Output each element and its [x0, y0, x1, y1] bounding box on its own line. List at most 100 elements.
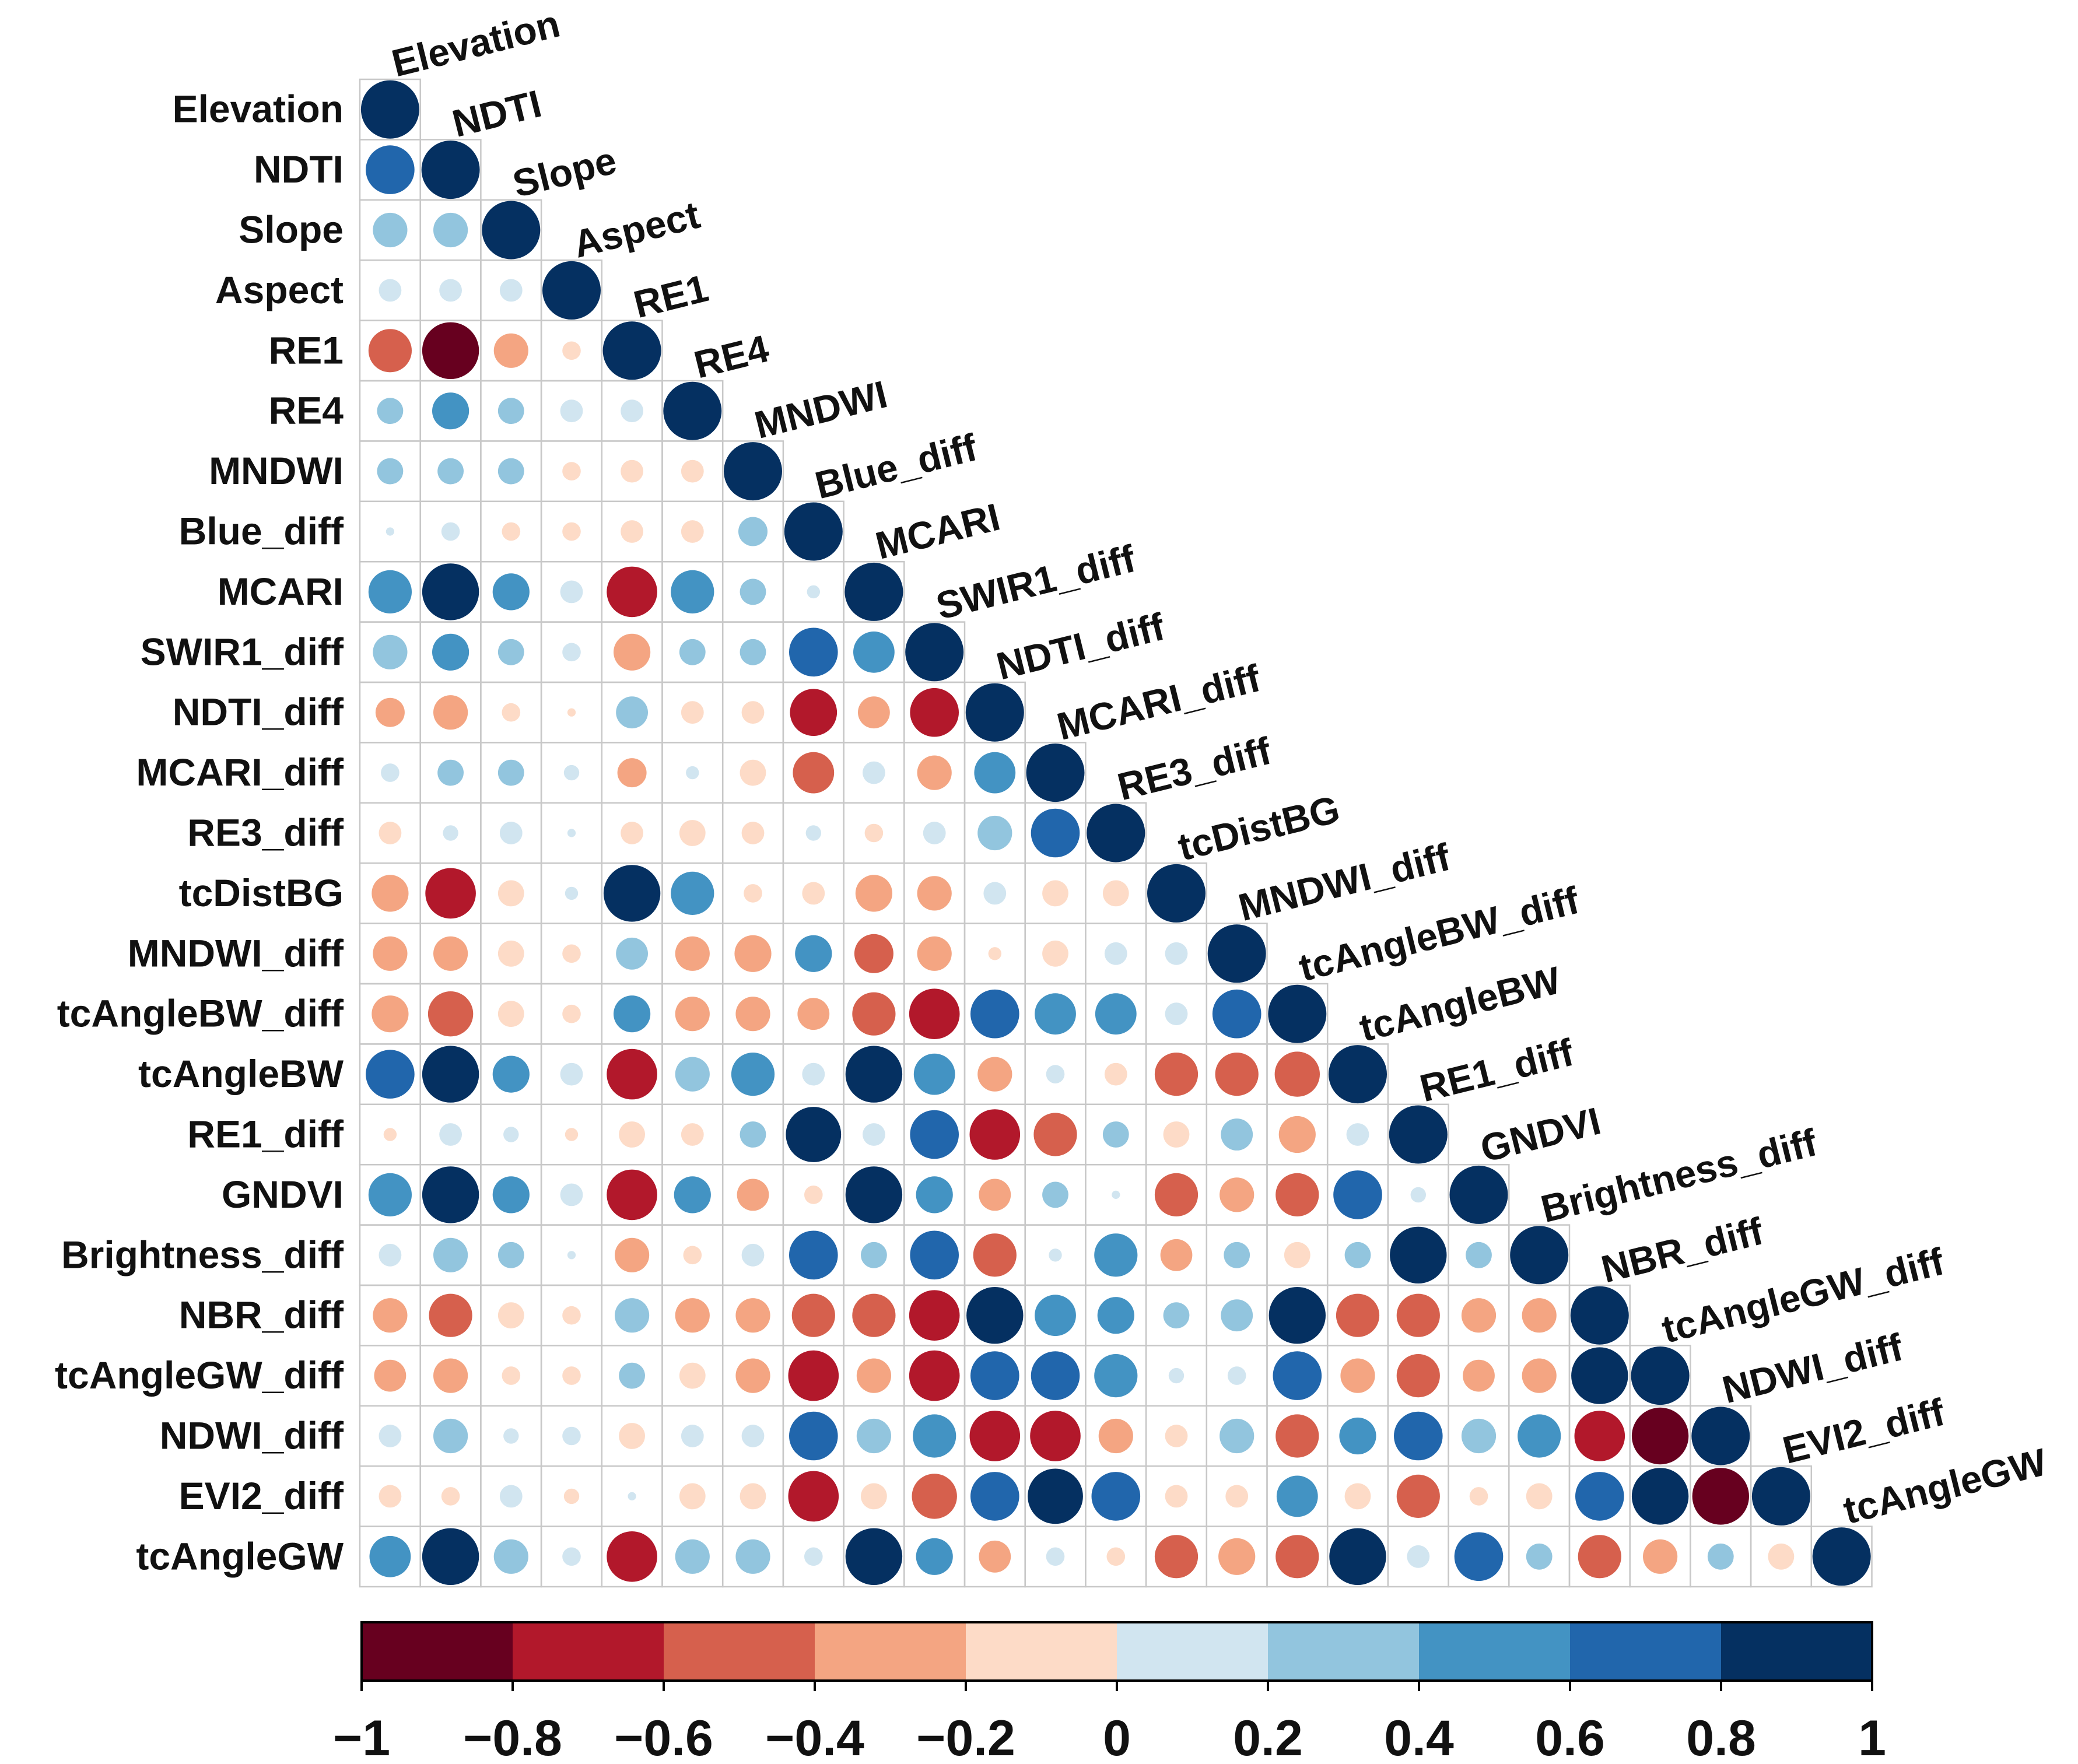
- correlation-circle: [1049, 1249, 1062, 1262]
- correlation-circle: [497, 1001, 524, 1027]
- row-label: RE3_diff: [187, 811, 344, 854]
- colorbar-segment: [1570, 1622, 1722, 1681]
- correlation-circle: [373, 936, 408, 971]
- correlation-circle: [735, 1298, 770, 1333]
- correlation-circle: [562, 1547, 581, 1566]
- correlation-circle: [1336, 1293, 1380, 1337]
- correlation-circle: [619, 1121, 645, 1148]
- correlation-circle: [909, 1350, 960, 1401]
- correlation-circle: [497, 759, 524, 786]
- correlation-circle: [973, 1233, 1017, 1277]
- row-label: tcDistBG: [179, 871, 344, 914]
- correlation-circle: [1275, 1414, 1319, 1458]
- correlation-circle: [1522, 1298, 1557, 1333]
- correlation-circle: [368, 1173, 412, 1216]
- row-label: tcAngleBW_diff: [57, 992, 344, 1035]
- correlation-circle: [863, 761, 885, 784]
- correlation-circle: [497, 398, 524, 425]
- correlation-circle: [1526, 1543, 1553, 1570]
- grid-cell: [1810, 1525, 1873, 1588]
- correlation-circle: [379, 1425, 402, 1447]
- row-label: Blue_diff: [179, 510, 344, 553]
- colorbar-tick-label: 0.4: [1384, 1710, 1454, 1764]
- correlation-circle: [567, 1251, 576, 1260]
- correlation-circle: [427, 991, 474, 1037]
- correlation-circle: [1095, 993, 1137, 1035]
- correlation-circle: [793, 752, 835, 794]
- correlation-circle: [1098, 1418, 1133, 1454]
- correlation-circle: [741, 1425, 765, 1447]
- correlation-circle: [686, 766, 699, 780]
- correlation-circle: [433, 1358, 468, 1393]
- correlation-circle: [366, 1050, 415, 1099]
- correlation-circle: [1046, 1065, 1065, 1083]
- correlation-circle: [675, 1539, 710, 1574]
- correlation-circle: [791, 1293, 835, 1337]
- column-label: RE3_diff: [1113, 729, 1276, 809]
- colorbar-segment: [1268, 1622, 1420, 1681]
- correlation-circle: [1031, 1351, 1080, 1400]
- row-label: tcAngleGW: [136, 1534, 344, 1577]
- correlation-circle: [432, 392, 469, 430]
- correlation-circle: [909, 988, 960, 1039]
- correlation-circle: [1026, 744, 1085, 802]
- correlation-circle: [439, 1123, 462, 1146]
- column-label: Aspect: [569, 193, 703, 266]
- correlation-circle: [1284, 1242, 1310, 1268]
- correlation-circle: [502, 703, 521, 722]
- row-label: NDTI_diff: [173, 690, 344, 734]
- correlation-circle: [437, 759, 464, 786]
- correlation-circle: [974, 752, 1016, 794]
- correlation-circle: [679, 820, 706, 846]
- correlation-circle: [1333, 1170, 1382, 1219]
- correlation-circle: [917, 936, 952, 971]
- correlation-circle: [681, 460, 704, 483]
- correlation-circle: [432, 633, 469, 671]
- column-label: Blue_diff: [811, 425, 982, 507]
- correlation-circle: [675, 1298, 710, 1333]
- correlation-circle: [1207, 924, 1266, 983]
- correlation-circle: [607, 566, 657, 618]
- row-label: Brightness_diff: [61, 1233, 344, 1276]
- correlation-circle: [1165, 942, 1188, 965]
- correlation-circle: [1578, 1535, 1621, 1579]
- correlation-circle: [789, 627, 838, 677]
- correlation-circle: [1768, 1543, 1795, 1570]
- correlation-circle: [433, 1237, 468, 1272]
- correlation-circle: [1163, 1302, 1190, 1329]
- correlation-circle: [802, 882, 825, 905]
- correlation-circle: [675, 997, 710, 1032]
- row-label: MNDWI: [209, 449, 344, 492]
- correlation-circle: [562, 1366, 581, 1385]
- correlation-circle: [621, 822, 643, 844]
- row-label: NDTI: [254, 148, 344, 191]
- colorbar-tick-label: 0.6: [1535, 1710, 1605, 1764]
- correlation-circle: [1091, 1472, 1141, 1521]
- correlation-circle: [853, 631, 895, 673]
- correlation-circle: [1631, 1407, 1689, 1465]
- correlation-circle: [737, 1179, 769, 1211]
- correlation-circle: [916, 1538, 953, 1575]
- correlation-circle: [1751, 1467, 1810, 1525]
- correlation-circle: [560, 1062, 583, 1086]
- colorbar-tick-label: −0.2: [916, 1710, 1015, 1764]
- colorbar-segment: [664, 1622, 815, 1681]
- correlation-circle: [497, 639, 524, 665]
- correlation-circle: [923, 822, 946, 844]
- correlation-circle: [492, 1176, 530, 1214]
- correlation-circle: [439, 279, 462, 302]
- correlation-circle: [807, 585, 821, 599]
- correlation-circle: [1344, 1242, 1371, 1268]
- correlation-circle: [1340, 1358, 1375, 1393]
- correlation-circle: [1574, 1411, 1625, 1461]
- correlation-circle: [1275, 1173, 1319, 1216]
- correlation-circle: [913, 1053, 955, 1095]
- correlation-circle: [988, 947, 1002, 960]
- correlation-circle: [1329, 1528, 1386, 1585]
- correlation-circle: [788, 1350, 839, 1401]
- correlation-circle: [616, 937, 648, 970]
- correlation-circle: [912, 1474, 957, 1519]
- correlation-circle: [565, 886, 579, 900]
- correlation-circle: [562, 1004, 581, 1023]
- correlation-circle: [797, 998, 830, 1030]
